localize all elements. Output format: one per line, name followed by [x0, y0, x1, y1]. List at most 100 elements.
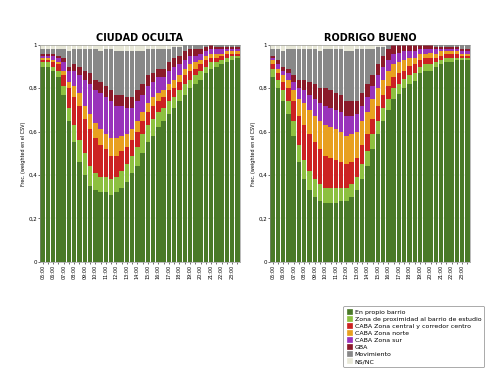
- Bar: [386, 45, 390, 49]
- Bar: [130, 97, 134, 108]
- Bar: [376, 64, 380, 75]
- Bar: [230, 53, 234, 56]
- Bar: [354, 132, 359, 158]
- Bar: [104, 192, 108, 262]
- Bar: [412, 73, 417, 81]
- Bar: [423, 53, 428, 58]
- Bar: [124, 108, 129, 134]
- Bar: [444, 53, 448, 58]
- Bar: [281, 101, 285, 262]
- Bar: [88, 114, 92, 129]
- Bar: [93, 49, 98, 80]
- Bar: [302, 125, 306, 160]
- Bar: [162, 121, 166, 262]
- Bar: [188, 45, 192, 49]
- Bar: [135, 166, 140, 262]
- Bar: [354, 114, 359, 132]
- Bar: [56, 45, 60, 49]
- Bar: [386, 110, 390, 262]
- Bar: [344, 201, 348, 262]
- Bar: [407, 75, 412, 83]
- Bar: [276, 60, 280, 64]
- Bar: [172, 67, 176, 80]
- Bar: [328, 108, 333, 127]
- Bar: [439, 47, 444, 49]
- Bar: [312, 99, 317, 116]
- Bar: [109, 194, 114, 262]
- Bar: [281, 71, 285, 75]
- Bar: [396, 45, 401, 53]
- Bar: [307, 110, 312, 134]
- Bar: [66, 71, 71, 82]
- Bar: [328, 91, 333, 108]
- Bar: [130, 108, 134, 129]
- Bar: [450, 62, 454, 262]
- Y-axis label: Frec. (weighted en el CSV): Frec. (weighted en el CSV): [20, 121, 25, 186]
- Bar: [235, 53, 240, 56]
- Bar: [235, 47, 240, 49]
- Bar: [198, 49, 203, 53]
- Bar: [193, 69, 198, 75]
- Bar: [444, 47, 448, 49]
- Bar: [235, 56, 240, 58]
- Bar: [146, 112, 150, 125]
- Bar: [172, 97, 176, 108]
- Bar: [220, 60, 224, 64]
- Bar: [418, 60, 422, 67]
- Bar: [40, 67, 45, 262]
- Bar: [140, 153, 145, 262]
- Bar: [230, 51, 234, 53]
- Bar: [235, 45, 240, 47]
- Bar: [130, 140, 134, 156]
- Bar: [220, 64, 224, 262]
- Title: RODRIGO BUENO: RODRIGO BUENO: [324, 33, 416, 43]
- Bar: [204, 47, 208, 51]
- Bar: [162, 77, 166, 91]
- Bar: [270, 56, 275, 58]
- Bar: [276, 80, 280, 88]
- Bar: [88, 45, 92, 49]
- Bar: [296, 88, 301, 99]
- Bar: [360, 105, 364, 121]
- Bar: [114, 51, 118, 95]
- Bar: [407, 45, 412, 51]
- Bar: [98, 82, 103, 93]
- Bar: [434, 47, 438, 49]
- Bar: [444, 58, 448, 62]
- Bar: [230, 47, 234, 49]
- Bar: [135, 121, 140, 132]
- Bar: [460, 56, 464, 58]
- Bar: [312, 180, 317, 197]
- Bar: [418, 73, 422, 262]
- Bar: [230, 56, 234, 60]
- Bar: [376, 45, 380, 47]
- Bar: [62, 58, 66, 62]
- Bar: [402, 51, 406, 60]
- Bar: [109, 45, 114, 49]
- Bar: [365, 166, 370, 262]
- Bar: [392, 99, 396, 262]
- Bar: [230, 45, 234, 47]
- Bar: [88, 186, 92, 262]
- Bar: [62, 62, 66, 71]
- Bar: [365, 134, 370, 151]
- Bar: [40, 62, 45, 67]
- Bar: [270, 45, 275, 49]
- Bar: [156, 112, 160, 127]
- Bar: [354, 177, 359, 190]
- Bar: [454, 60, 459, 262]
- Bar: [418, 67, 422, 73]
- Bar: [302, 45, 306, 49]
- Bar: [350, 116, 354, 134]
- Bar: [77, 49, 82, 67]
- Bar: [193, 62, 198, 69]
- Bar: [370, 99, 375, 119]
- Bar: [135, 91, 140, 101]
- Bar: [214, 45, 218, 47]
- Bar: [88, 129, 92, 166]
- Bar: [354, 49, 359, 101]
- Bar: [302, 160, 306, 180]
- Bar: [188, 71, 192, 80]
- Bar: [98, 129, 103, 145]
- Bar: [56, 49, 60, 56]
